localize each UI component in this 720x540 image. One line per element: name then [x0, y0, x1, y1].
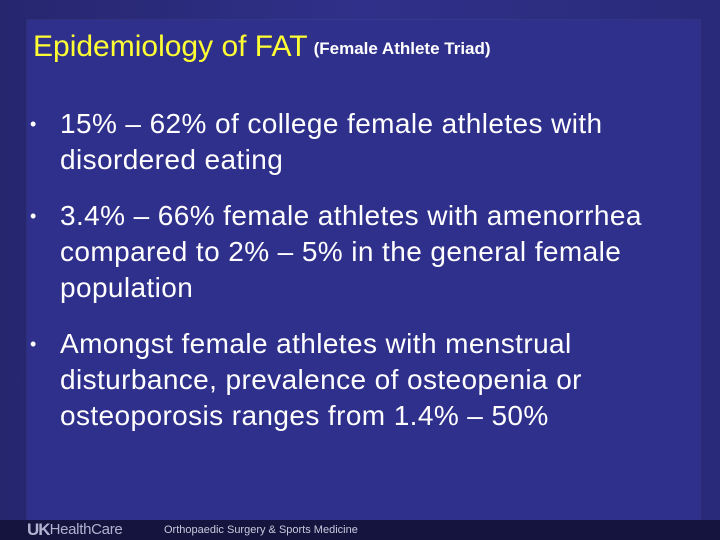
- logo-uk: UK: [27, 520, 51, 539]
- slide-title: Epidemiology of FAT (Female Athlete Triad…: [33, 30, 491, 64]
- bullet-list: • 15% – 62% of college female athletes w…: [28, 106, 688, 454]
- bullet-text: 15% – 62% of college female athletes wit…: [60, 108, 603, 175]
- uk-healthcare-logo: UK HealthCare: [27, 520, 123, 539]
- bullet-text: 3.4% – 66% female athletes with amenorrh…: [60, 200, 642, 303]
- slide-panel: [27, 20, 700, 520]
- bullet-item: • 15% – 62% of college female athletes w…: [28, 106, 688, 178]
- bullet-icon: •: [30, 206, 37, 226]
- bullet-icon: •: [30, 334, 37, 354]
- logo-healthcare: HealthCare: [49, 521, 123, 538]
- bullet-text: Amongst female athletes with menstrual d…: [60, 328, 582, 431]
- bullet-item: • 3.4% – 66% female athletes with amenor…: [28, 198, 688, 306]
- bullet-icon: •: [30, 114, 37, 134]
- footer-bar: UK HealthCare Orthopaedic Surgery & Sport…: [0, 520, 720, 540]
- title-subtitle: (Female Athlete Triad): [313, 39, 491, 58]
- title-text: Epidemiology of FAT: [33, 30, 308, 63]
- department-name: Orthopaedic Surgery & Sports Medicine: [164, 524, 358, 536]
- bullet-item: • Amongst female athletes with menstrual…: [28, 326, 688, 434]
